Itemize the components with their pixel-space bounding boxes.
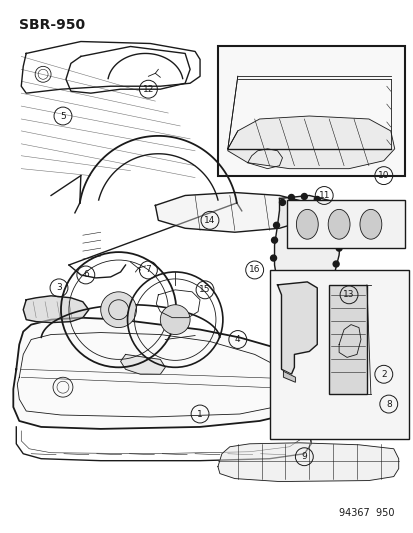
Text: 13: 13: [342, 290, 354, 300]
Circle shape: [333, 214, 339, 220]
Circle shape: [279, 199, 285, 205]
Text: 1: 1: [197, 409, 202, 418]
Text: 7: 7: [145, 265, 151, 274]
Polygon shape: [217, 443, 398, 481]
Text: 11: 11: [318, 191, 329, 200]
Text: 3: 3: [56, 284, 62, 293]
Text: 5: 5: [60, 111, 66, 120]
Bar: [217, 46, 404, 175]
Circle shape: [273, 222, 279, 228]
Circle shape: [272, 272, 278, 278]
Circle shape: [271, 237, 277, 243]
Text: 8: 8: [385, 400, 391, 409]
Ellipse shape: [296, 209, 318, 239]
Polygon shape: [338, 325, 360, 358]
Circle shape: [100, 292, 136, 328]
Polygon shape: [155, 192, 304, 232]
Text: 14: 14: [204, 216, 215, 225]
Circle shape: [332, 261, 338, 267]
Text: 6: 6: [83, 270, 88, 279]
Text: 12: 12: [142, 85, 154, 94]
Polygon shape: [13, 318, 309, 429]
Bar: [269, 270, 408, 439]
Circle shape: [277, 287, 283, 293]
Circle shape: [325, 277, 331, 283]
Circle shape: [270, 255, 276, 261]
Circle shape: [303, 296, 309, 302]
Text: 4: 4: [235, 335, 240, 344]
Text: 15: 15: [199, 285, 210, 294]
Polygon shape: [274, 196, 340, 300]
Text: 16: 16: [248, 265, 260, 274]
Circle shape: [289, 295, 295, 301]
Text: 10: 10: [377, 171, 389, 180]
Text: 2: 2: [380, 370, 386, 379]
Polygon shape: [23, 296, 88, 322]
Circle shape: [316, 290, 321, 296]
Circle shape: [336, 229, 342, 235]
Circle shape: [288, 195, 294, 200]
Polygon shape: [283, 372, 295, 382]
Text: 94367  950: 94367 950: [338, 508, 394, 518]
Ellipse shape: [328, 209, 349, 239]
Circle shape: [313, 197, 320, 203]
Bar: [328, 285, 366, 394]
Polygon shape: [277, 282, 316, 374]
Circle shape: [160, 305, 190, 335]
Ellipse shape: [359, 209, 381, 239]
Circle shape: [301, 193, 306, 199]
Circle shape: [325, 204, 331, 209]
Text: SBR-950: SBR-950: [19, 18, 85, 31]
Polygon shape: [227, 116, 394, 168]
Circle shape: [335, 245, 341, 251]
Text: 9: 9: [301, 452, 306, 461]
Bar: [287, 200, 404, 248]
Polygon shape: [120, 354, 165, 374]
